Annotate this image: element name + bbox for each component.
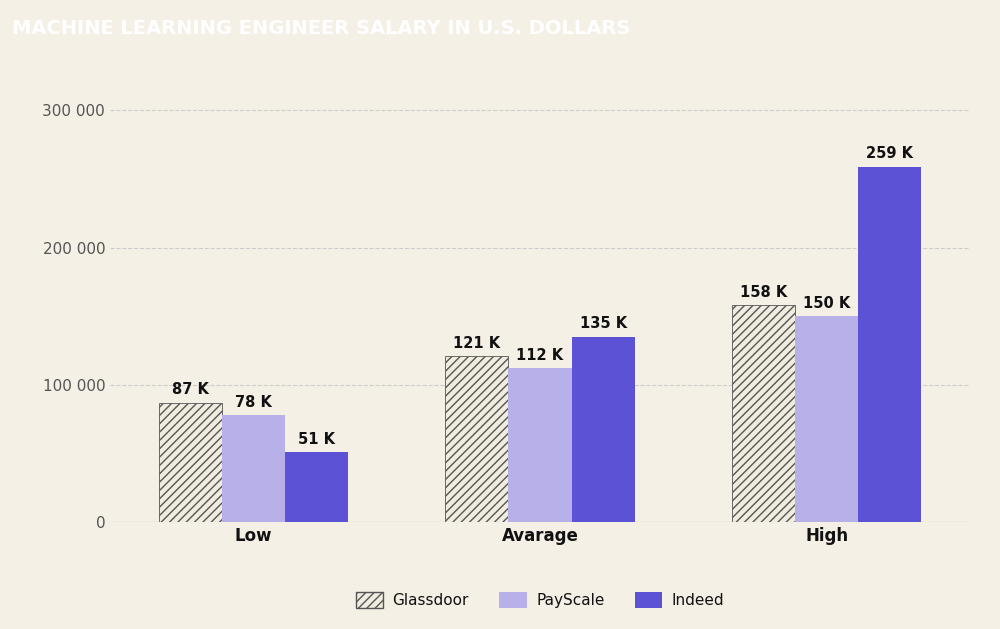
Bar <box>508 369 572 522</box>
Text: 150 K: 150 K <box>803 296 850 311</box>
Text: 87 K: 87 K <box>172 382 209 397</box>
Bar <box>159 403 222 522</box>
Bar <box>572 337 635 522</box>
Bar <box>732 305 795 522</box>
Text: 51 K: 51 K <box>298 431 335 447</box>
Bar <box>445 356 508 522</box>
Text: 158 K: 158 K <box>740 285 787 300</box>
Text: 78 K: 78 K <box>235 394 272 409</box>
Text: 121 K: 121 K <box>453 335 500 350</box>
Text: 259 K: 259 K <box>866 146 913 161</box>
Text: 112 K: 112 K <box>516 348 564 363</box>
Text: MACHINE LEARNING ENGINEER SALARY IN U.S. DOLLARS: MACHINE LEARNING ENGINEER SALARY IN U.S.… <box>12 19 630 38</box>
Legend: Glassdoor, PayScale, Indeed: Glassdoor, PayScale, Indeed <box>350 586 730 614</box>
Text: 135 K: 135 K <box>580 316 627 331</box>
Bar <box>858 167 921 522</box>
Bar <box>285 452 348 522</box>
Bar <box>795 316 858 522</box>
Bar <box>222 415 285 522</box>
